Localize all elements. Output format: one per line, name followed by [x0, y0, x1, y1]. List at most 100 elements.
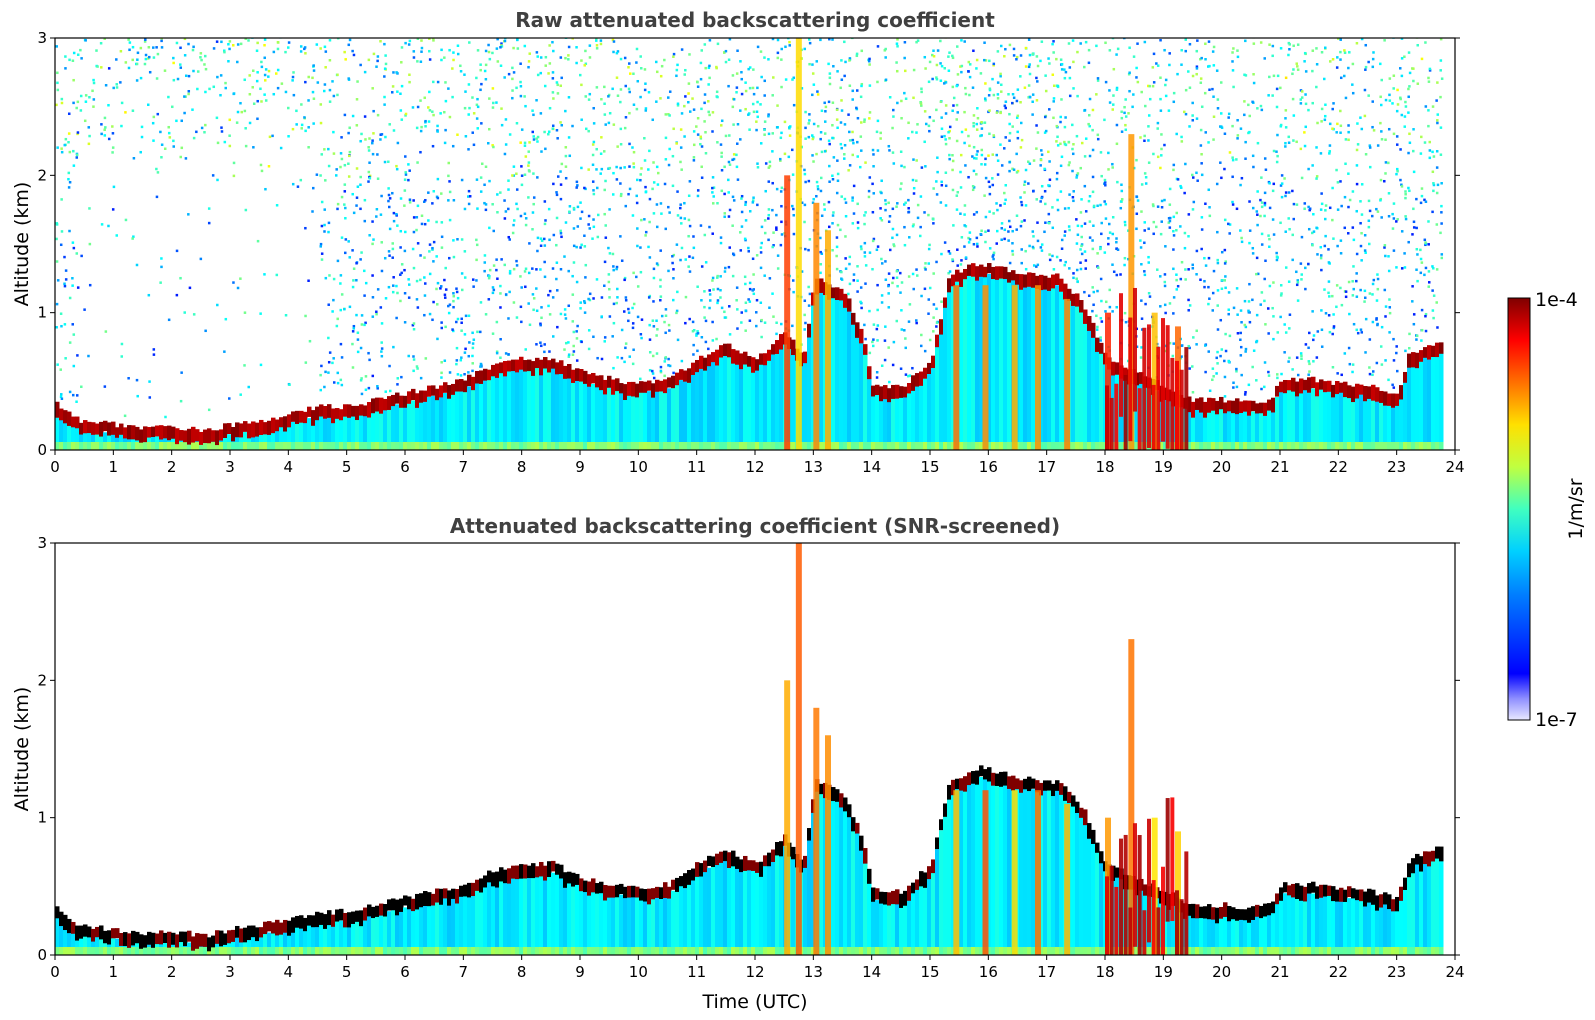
- noise-cell: [676, 102, 680, 106]
- noise-cell: [768, 306, 771, 309]
- noise-cell: [1103, 251, 1107, 254]
- noise-cell: [80, 385, 83, 389]
- noise-cell: [312, 69, 316, 72]
- noise-cell: [575, 46, 578, 49]
- noise-cell: [884, 78, 888, 82]
- noise-cell: [1083, 65, 1086, 69]
- noise-cell: [1300, 90, 1304, 93]
- noise-cell: [612, 40, 616, 43]
- noise-cell: [804, 180, 807, 184]
- noise-cell: [868, 111, 872, 114]
- noise-cell: [559, 121, 562, 124]
- noise-cell: [152, 56, 156, 59]
- noise-cell: [640, 67, 643, 70]
- noise-cell: [220, 130, 224, 133]
- noise-cell: [1088, 194, 1092, 198]
- noise-cell: [1292, 30, 1295, 32]
- surface-cell: [839, 442, 844, 450]
- noise-cell: [315, 43, 319, 46]
- boundary-layer-cell: [931, 362, 936, 450]
- noise-cell: [983, 41, 986, 44]
- noise-cell: [963, 110, 966, 114]
- boundary-layer-cell: [807, 329, 812, 450]
- noise-cell: [1279, 86, 1282, 90]
- noise-cell: [935, 108, 938, 112]
- noise-cell: [1187, 70, 1190, 73]
- noise-cell: [555, 216, 559, 220]
- layer-top-cell: [127, 425, 132, 440]
- noise-cell: [608, 208, 611, 211]
- noise-cell: [256, 239, 260, 243]
- noise-cell: [1232, 381, 1235, 385]
- noise-cell: [784, 32, 787, 35]
- noise-cell: [304, 129, 307, 133]
- noise-cell: [1304, 266, 1307, 270]
- noise-cell: [1232, 386, 1235, 389]
- noise-cell: [595, 47, 599, 50]
- noise-cell: [447, 174, 450, 178]
- noise-cell: [265, 33, 268, 36]
- noise-cell: [1003, 237, 1006, 241]
- surface-cell: [551, 442, 556, 450]
- noise-cell: [1120, 110, 1123, 114]
- noise-cell: [591, 143, 595, 146]
- noise-cell: [479, 330, 482, 334]
- noise-cell: [587, 168, 590, 171]
- noise-cell: [627, 192, 630, 196]
- surface-cell: [719, 442, 724, 450]
- noise-cell: [335, 324, 339, 328]
- noise-cell: [803, 299, 807, 303]
- noise-cell: [600, 136, 603, 139]
- noise-cell: [680, 48, 684, 51]
- noise-cell: [447, 311, 451, 315]
- noise-cell: [389, 29, 392, 32]
- noise-cell: [767, 58, 770, 61]
- noise-cell: [811, 154, 814, 157]
- noise-cell: [499, 64, 503, 67]
- noise-cell: [71, 277, 74, 280]
- noise-cell: [363, 219, 367, 223]
- noise-cell: [595, 44, 599, 47]
- noise-cell: [1275, 105, 1279, 109]
- layer-top-cell: [395, 392, 400, 404]
- noise-cell: [859, 245, 863, 248]
- noise-cell: [524, 348, 527, 351]
- surface-cell: [223, 442, 228, 450]
- noise-cell: [1332, 325, 1336, 328]
- noise-cell: [295, 109, 298, 113]
- surface-cell: [887, 442, 892, 450]
- noise-cell: [363, 269, 366, 273]
- noise-cell: [451, 144, 455, 148]
- noise-cell: [563, 255, 566, 258]
- noise-cell: [443, 293, 447, 297]
- noise-cell: [543, 350, 546, 354]
- boundary-layer-cell: [1099, 353, 1104, 450]
- boundary-layer-cell: [763, 360, 768, 450]
- noise-cell: [584, 263, 588, 267]
- noise-cell: [167, 131, 171, 135]
- surface-cell: [399, 442, 404, 450]
- noise-cell: [351, 342, 354, 346]
- noise-cell: [1251, 365, 1254, 369]
- noise-cell: [404, 41, 407, 45]
- noise-cell: [775, 226, 778, 229]
- noise-cell: [1295, 356, 1299, 359]
- noise-cell: [1059, 142, 1062, 146]
- raw-heatmap: [55, 29, 1444, 450]
- noise-cell: [844, 60, 847, 64]
- noise-cell: [1228, 232, 1231, 235]
- noise-cell: [1119, 206, 1123, 210]
- noise-cell: [655, 334, 658, 337]
- boundary-layer-cell: [859, 337, 864, 450]
- noise-cell: [1288, 43, 1291, 46]
- noise-cell: [1164, 83, 1167, 87]
- noise-cell: [1028, 63, 1031, 66]
- noise-cell: [68, 180, 72, 184]
- noise-cell: [111, 151, 114, 154]
- surface-cell: [359, 442, 364, 450]
- surface-cell: [63, 442, 68, 450]
- noise-cell: [152, 46, 155, 49]
- boundary-layer-cell: [483, 378, 488, 450]
- noise-cell: [512, 46, 515, 50]
